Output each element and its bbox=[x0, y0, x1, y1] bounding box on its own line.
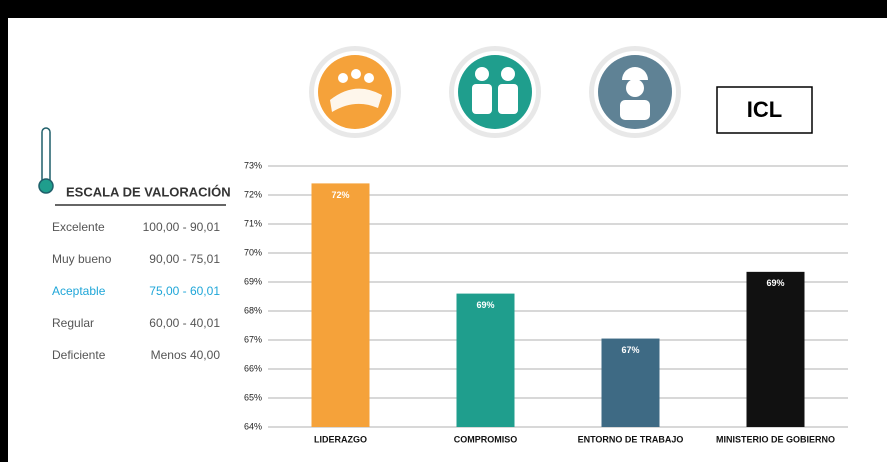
value-label: 69% bbox=[766, 278, 784, 288]
scale-name: Aceptable bbox=[52, 284, 106, 298]
x-tick-label: COMPROMISO bbox=[454, 434, 518, 444]
icon-trabajador bbox=[589, 46, 681, 138]
x-tick-label: MINISTERIO DE GOBIERNO bbox=[716, 434, 835, 444]
scale-range: 60,00 - 40,01 bbox=[149, 316, 220, 330]
thermometer-icon bbox=[38, 127, 54, 194]
icl-box bbox=[716, 86, 813, 134]
x-tick-label: ENTORNO DE TRABAJO bbox=[578, 434, 684, 444]
bar bbox=[311, 183, 370, 427]
scale-title: ESCALA DE VALORACIÓN bbox=[66, 184, 231, 199]
bar bbox=[746, 271, 805, 427]
icon-compromiso bbox=[449, 46, 541, 138]
scale-range: 75,00 - 60,01 bbox=[149, 284, 220, 298]
icon-liderazgo bbox=[309, 46, 401, 138]
y-tick-label: 72% bbox=[244, 189, 262, 199]
scale-range: 90,00 - 75,01 bbox=[149, 252, 220, 266]
bar bbox=[601, 338, 660, 427]
y-tick-label: 71% bbox=[244, 218, 262, 228]
scale-name: Muy bueno bbox=[52, 252, 112, 266]
scale-name: Deficiente bbox=[52, 348, 106, 362]
y-tick-label: 69% bbox=[244, 276, 262, 286]
y-tick-label: 67% bbox=[244, 334, 262, 344]
scale-range: 100,00 - 90,01 bbox=[143, 220, 221, 234]
y-tick-label: 73% bbox=[244, 160, 262, 170]
y-tick-label: 65% bbox=[244, 392, 262, 402]
scale-name: Excelente bbox=[52, 220, 105, 234]
scale-range: Menos 40,00 bbox=[151, 348, 221, 362]
y-tick-label: 70% bbox=[244, 247, 262, 257]
value-label: 72% bbox=[331, 190, 349, 200]
icl-label: ICL bbox=[747, 97, 782, 122]
y-tick-label: 66% bbox=[244, 363, 262, 373]
value-label: 69% bbox=[476, 300, 494, 310]
y-tick-label: 64% bbox=[244, 421, 262, 431]
value-label: 67% bbox=[621, 345, 639, 355]
y-tick-label: 68% bbox=[244, 305, 262, 315]
bar bbox=[456, 293, 515, 427]
x-tick-label: LIDERAZGO bbox=[314, 434, 367, 444]
scale-name: Regular bbox=[52, 316, 94, 330]
